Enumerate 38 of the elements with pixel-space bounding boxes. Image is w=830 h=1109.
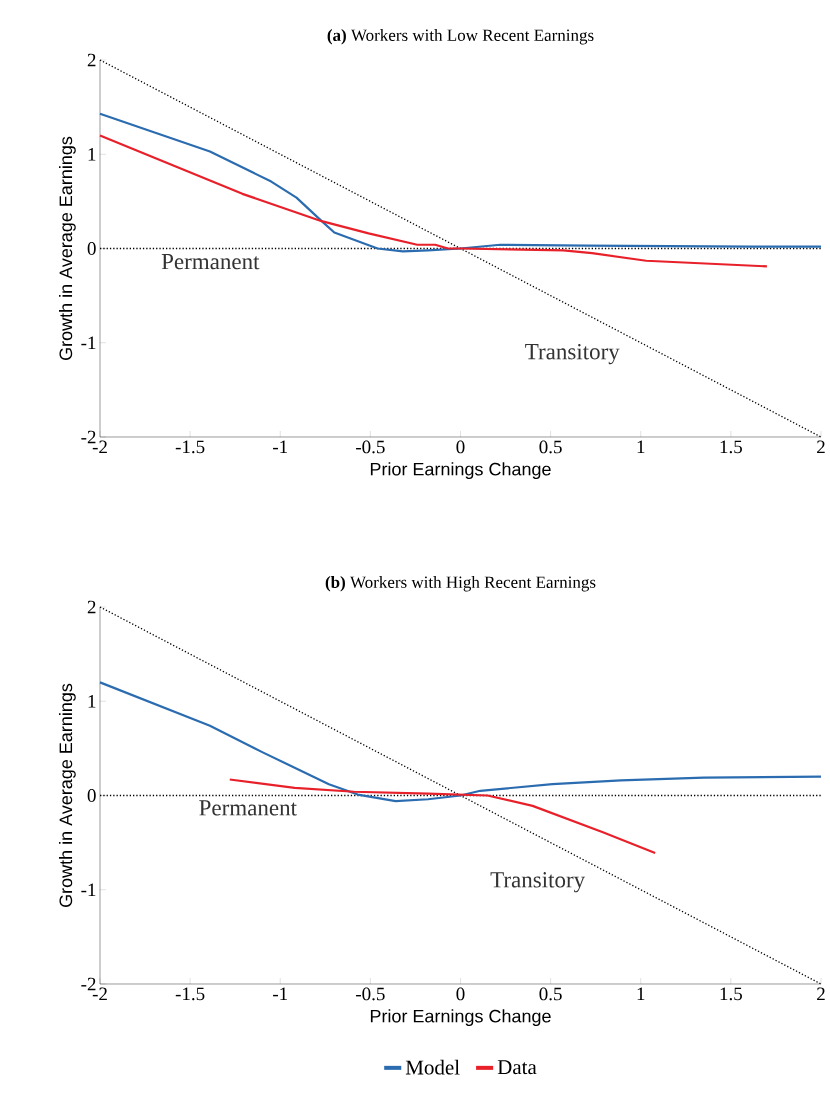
x-tick-label: 1 (637, 440, 645, 454)
x-tick-label: -0.5 (356, 440, 385, 454)
annotation: Permanent (199, 800, 297, 816)
x-tick-label: 0.5 (539, 440, 562, 454)
chart-title: (a) Workers with Low Recent Earnings (327, 29, 594, 45)
x-tick-label: 2 (817, 440, 825, 454)
line-series (98, 134, 769, 268)
y-tick-label: 1 (88, 147, 96, 161)
y-tick-label: 1 (88, 694, 96, 708)
y-tick-label: 0 (87, 242, 96, 255)
x-tick-label: 1.5 (720, 987, 742, 1001)
legend-label: Data (497, 1060, 537, 1075)
x-tick-label: -1.5 (175, 987, 205, 1001)
y-tick-label: 0 (87, 789, 96, 802)
annotation: Transitory (490, 872, 586, 893)
y-tick-label: -1 (81, 883, 96, 897)
annotation: Transitory (525, 343, 620, 365)
annotation: Permanent (161, 254, 260, 270)
legend-label: Model (405, 1059, 460, 1075)
y-tick-label: 2 (87, 53, 96, 67)
y-tick-label: 2 (87, 600, 96, 614)
x-tick-label: 2 (817, 987, 825, 1001)
line-series (98, 112, 823, 253)
x-tick-label: 0.5 (539, 987, 562, 1001)
x-tick-label: -1.5 (175, 440, 205, 454)
x-tick-label: 1 (637, 987, 645, 1001)
x-tick-label: -1 (273, 987, 288, 1001)
x-tick-label: 0 (456, 440, 465, 454)
x-tick-label: -1 (273, 440, 288, 454)
y-axis-title: Growth in Average Earnings (58, 136, 76, 360)
x-tick-label: 1.5 (720, 440, 742, 454)
x-axis-title: Prior Earnings Change (370, 462, 551, 480)
x-tick-label: -0.5 (356, 987, 385, 1001)
chart-title: (b) Workers with High Recent Earnings (325, 576, 596, 592)
x-tick-label: 0 (456, 987, 465, 1001)
x-axis-title: Prior Earnings Change (370, 1009, 551, 1027)
y-axis-title: Growth in Average Earnings (58, 683, 76, 907)
y-tick-label: -1 (81, 336, 96, 350)
